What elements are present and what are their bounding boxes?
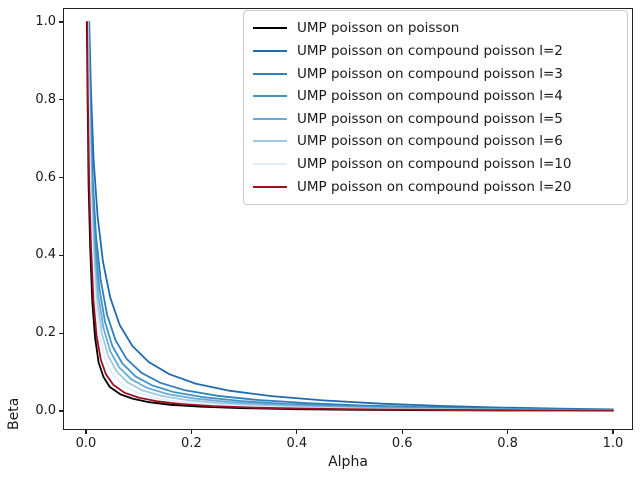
- y-tick: [59, 176, 63, 179]
- legend-item-label: UMP poisson on compound poisson l=2: [297, 42, 563, 59]
- y-tick: [59, 254, 63, 257]
- legend-item-label: UMP poisson on compound poisson l=6: [297, 133, 563, 150]
- x-tick-label: 0.0: [75, 436, 97, 451]
- legend-item: UMP poisson on compound poisson l=2: [253, 40, 621, 63]
- y-tick-label: 0.8: [35, 91, 56, 107]
- x-tick: [190, 430, 193, 434]
- x-tick: [85, 430, 87, 434]
- legend-item-label: UMP poisson on poisson: [297, 20, 460, 37]
- legend-item: UMP poisson on compound poisson l=3: [253, 62, 621, 85]
- x-tick-label: 0.2: [181, 436, 202, 451]
- legend-item: UMP poisson on compound poisson l=6: [253, 130, 621, 153]
- legend-item-label: UMP poisson on compound poisson l=5: [297, 110, 563, 127]
- x-tick: [506, 430, 509, 434]
- y-tick-label: 1.0: [35, 14, 56, 29]
- legend-item: UMP poisson on compound poisson l=5: [253, 108, 621, 131]
- legend-line-sample: [253, 72, 287, 75]
- legend-line-sample: [253, 163, 287, 166]
- x-tick-label: 0.4: [286, 436, 308, 451]
- legend-line-sample: [253, 95, 287, 98]
- legend-item-label: UMP poisson on compound poisson l=3: [297, 65, 563, 82]
- x-tick-label: 1.0: [602, 436, 624, 451]
- y-tick: [59, 410, 63, 412]
- legend-line-sample: [253, 49, 287, 52]
- x-tick-label: 0.6: [391, 436, 413, 451]
- x-tick: [296, 430, 298, 434]
- legend-line-sample: [253, 140, 287, 143]
- y-tick-label: 0.4: [35, 247, 56, 263]
- legend-item-label: UMP poisson on compound poisson l=10: [297, 156, 572, 173]
- x-axis-label: Alpha: [328, 454, 368, 470]
- y-tick-label: 0.0: [35, 403, 56, 418]
- legend-item: UMP poisson on compound poisson l=20: [253, 175, 621, 198]
- x-tick-label: 0.8: [497, 436, 518, 451]
- legend: UMP poisson on poisson UMP poisson on com…: [243, 10, 628, 205]
- y-tick: [59, 99, 63, 101]
- legend-item: UMP poisson on compound poisson l=10: [253, 153, 621, 176]
- y-tick: [59, 21, 63, 23]
- y-tick-label: 0.2: [35, 325, 56, 341]
- x-tick: [612, 430, 614, 434]
- legend-line-sample: [253, 117, 287, 120]
- legend-item-label: UMP poisson on compound poisson l=20: [297, 178, 572, 195]
- y-tick-label: 0.6: [35, 169, 56, 185]
- legend-line-sample: [253, 27, 287, 30]
- legend-item-label: UMP poisson on compound poisson l=4: [297, 88, 563, 105]
- legend-item: UMP poisson on compound poisson l=4: [253, 85, 621, 108]
- legend-line-sample: [253, 185, 287, 188]
- y-axis-label: Beta: [6, 397, 22, 430]
- y-tick: [59, 332, 63, 334]
- legend-item: UMP poisson on poisson: [253, 17, 621, 40]
- x-tick: [401, 430, 403, 434]
